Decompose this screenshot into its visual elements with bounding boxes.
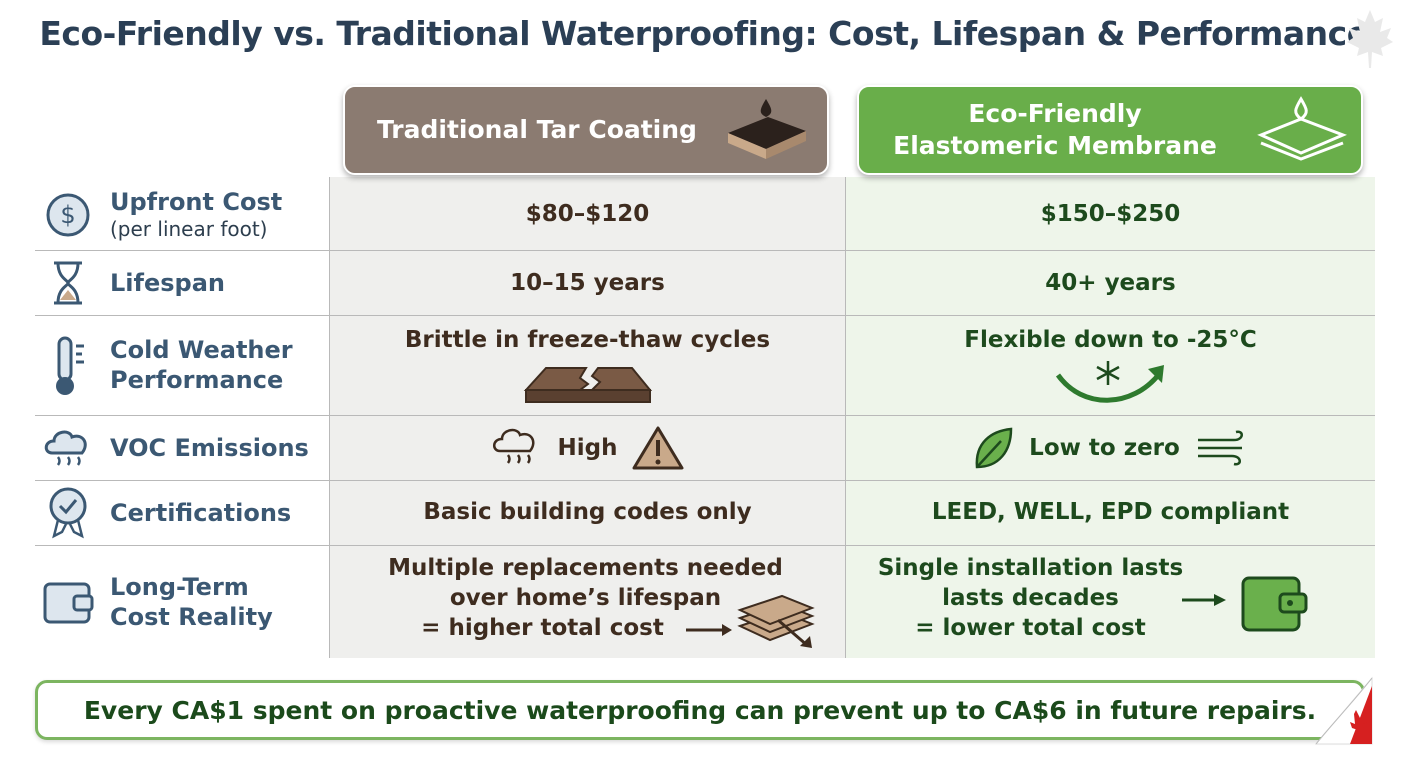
row-label-text: Cost Reality: [110, 602, 273, 631]
row-label-text: Certifications: [110, 498, 292, 527]
divider: [35, 315, 1375, 316]
title: Eco-Friendly vs. Traditional Waterproofi…: [39, 14, 1369, 53]
header-text: Elastomeric Membrane: [893, 131, 1217, 160]
cell-line: Multiple replacements needed: [388, 555, 783, 581]
leaf-icon: [975, 427, 1013, 468]
row-sublabel: (per linear foot): [110, 216, 268, 241]
header-text: Traditional Tar Coating: [377, 115, 697, 144]
cell-line: lasts decades: [942, 585, 1119, 611]
cell-line: = higher total cost: [421, 615, 664, 641]
arrow-icon: [1182, 594, 1226, 606]
row-label-text: Performance: [110, 366, 284, 394]
header-text: Eco-Friendly: [968, 99, 1142, 128]
cell: Brittle in freeze-thaw cycles: [404, 327, 771, 353]
canada-flag-corner: [1314, 676, 1373, 745]
cell: $80–$120: [525, 201, 650, 227]
cell-line: Single installation lasts: [877, 555, 1184, 581]
cell-line: = lower total cost: [915, 615, 1146, 641]
cell: $150–$250: [1040, 201, 1181, 227]
maple-leaf: [1347, 10, 1393, 68]
eco-header: Eco-Friendly Elastomeric Membrane: [857, 85, 1363, 175]
divider: [845, 177, 846, 658]
cell: 10–15 years: [510, 270, 665, 296]
cell-group: High: [330, 415, 845, 480]
cell: LEED, WELL, EPD compliant: [931, 499, 1290, 525]
traditional-column-bg: [330, 177, 845, 658]
divider: [329, 177, 330, 658]
row-label: Long-Term Cost Reality: [110, 545, 325, 658]
row-label-text: Lifespan: [110, 268, 225, 297]
footer-banner: Every CA$1 spent on proactive waterproof…: [35, 680, 1365, 740]
row-label-text: Cold Weather: [110, 336, 293, 364]
tar-icon: [728, 99, 806, 159]
row-label: Lifespan: [110, 250, 325, 315]
dollar-icon: $: [46, 193, 90, 237]
hourglass-icon: [54, 261, 82, 305]
cell: High: [557, 434, 618, 461]
row-label: Cold Weather Performance: [110, 315, 325, 415]
wind-icon: [1197, 430, 1243, 465]
cell: 40+ years: [1045, 270, 1176, 296]
cell-line: over home’s lifespan: [449, 585, 722, 611]
svg-text:$: $: [60, 201, 75, 229]
divider: [35, 545, 1375, 546]
badge-icon: [49, 487, 87, 539]
wallet-green-icon: [1241, 576, 1308, 632]
row-label: Upfront Cost (per linear foot): [110, 177, 325, 250]
row-label-text: Long-Term: [110, 572, 249, 601]
cell: Single installation lasts lasts decades …: [846, 553, 1375, 643]
divider: [35, 250, 1375, 251]
cloud-icon: [44, 430, 87, 466]
divider: [35, 415, 1375, 416]
membrane-icon: [1257, 96, 1347, 161]
smog-icon: [492, 428, 534, 464]
cracked-slab-icon: [523, 367, 653, 403]
cell: Basic building codes only: [423, 499, 752, 525]
thermometer-icon: [56, 336, 84, 395]
warning-icon: [632, 426, 684, 469]
footer-text: Every CA$1 spent on proactive waterproof…: [83, 695, 1317, 725]
cell: Multiple replacements needed over home’s…: [330, 553, 845, 643]
cell-group: Low to zero: [846, 415, 1375, 480]
row-label-text: Upfront Cost: [110, 187, 283, 216]
wallet-icon: [43, 582, 94, 624]
row-label-text: VOC Emissions: [110, 433, 309, 462]
divider: [35, 480, 1375, 481]
cell: Low to zero: [1029, 434, 1180, 461]
row-label: Certifications: [110, 480, 325, 545]
cell: Flexible down to -25°C: [964, 327, 1257, 353]
arrow-money-icon: [686, 594, 815, 648]
flex-arrow-icon: [1055, 361, 1164, 403]
row-label: VOC Emissions: [110, 415, 325, 480]
